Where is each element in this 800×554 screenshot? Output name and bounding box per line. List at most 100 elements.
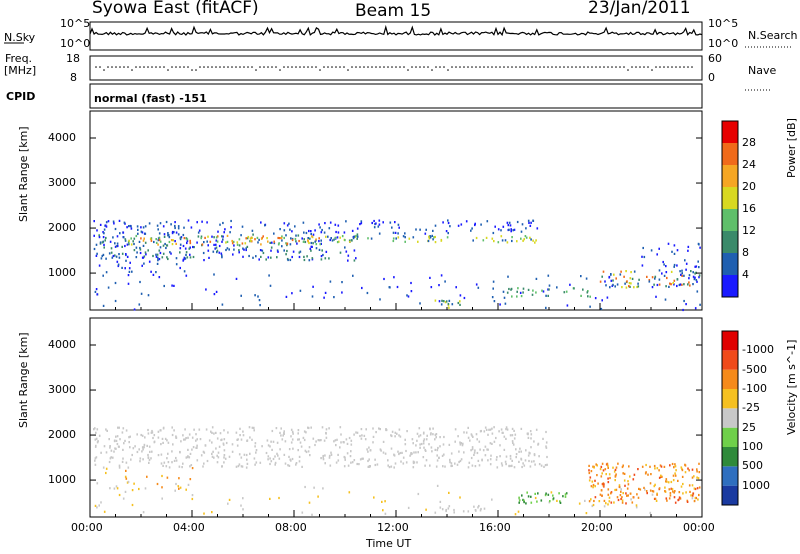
range-gate-cell: [500, 229, 502, 232]
range-gate-cell: [608, 496, 611, 499]
range-gate-cell: [318, 223, 320, 226]
range-gate-cell: [521, 494, 523, 497]
range-gate-cell: [382, 509, 384, 512]
range-gate-cell: [478, 464, 481, 467]
range-gate-cell: [241, 225, 244, 228]
range-gate-cell: [311, 295, 314, 298]
colorbar-segment: [722, 187, 738, 209]
range-gate-cell: [213, 456, 215, 459]
range-gate-cell: [145, 253, 147, 256]
range-gate-cell: [95, 431, 97, 434]
range-gate-cell: [474, 449, 476, 452]
freq-dot: [323, 66, 325, 68]
range-gate-cell: [215, 243, 217, 246]
range-gate-cell: [699, 303, 701, 306]
range-gate-cell: [367, 237, 369, 240]
range-gate-cell: [334, 439, 337, 442]
range-gate-cell: [116, 235, 119, 238]
range-gate-cell: [198, 428, 201, 431]
range-gate-cell: [305, 450, 308, 454]
range-gate-cell: [254, 294, 256, 297]
range-gate-cell: [318, 439, 321, 442]
range-gate-cell: [681, 283, 683, 286]
range-gate-cell: [285, 234, 287, 237]
range-gate-cell: [410, 281, 412, 285]
range-gate-cell: [393, 276, 395, 279]
range-gate-cell: [675, 469, 677, 472]
range-gate-cell: [330, 237, 332, 240]
colorbar-tick-label: 24: [742, 158, 756, 171]
range-gate-cell: [281, 235, 283, 238]
range-gate-cell: [202, 251, 205, 255]
range-gate-cell: [185, 488, 187, 491]
freq-dot: [371, 66, 373, 68]
range-gate-cell: [602, 469, 605, 472]
freq-dot: [235, 66, 237, 68]
range-gate-cell: [398, 452, 400, 456]
range-gate-cell: [596, 464, 598, 467]
range-gate-cell: [662, 260, 664, 264]
range-gate-cell: [105, 467, 108, 470]
freq-dot: [159, 66, 161, 68]
range-gate-cell: [432, 427, 434, 430]
range-gate-cell: [530, 501, 533, 504]
range-gate-cell: [246, 458, 248, 461]
nsearch-tick-high: 10^5: [708, 17, 739, 30]
range-gate-cell: [128, 441, 130, 444]
freq-dot: [359, 66, 361, 68]
range-gate-cell: [116, 242, 119, 245]
range-gate-cell: [122, 236, 125, 239]
range-gate-cell: [548, 284, 551, 287]
range-gate-cell: [124, 439, 126, 442]
freq-dot: [255, 69, 257, 71]
range-gate-cell: [260, 221, 262, 224]
range-gate-cell: [633, 286, 635, 289]
range-gate-cell: [251, 236, 253, 239]
range-gate-cell: [255, 451, 257, 454]
range-gate-cell: [311, 257, 314, 260]
range-gate-cell: [346, 442, 349, 445]
range-gate-cell: [587, 290, 589, 293]
range-gate-cell: [295, 234, 297, 237]
range-gate-cell: [328, 227, 331, 230]
x-axis-label: Time UT: [366, 537, 412, 550]
range-gate-cell: [345, 438, 348, 441]
range-gate-cell: [202, 465, 204, 468]
range-gate-cell: [666, 480, 668, 483]
range-gate-cell: [412, 460, 415, 463]
range-gate-cell: [307, 239, 309, 242]
range-gate-cell: [174, 224, 176, 228]
range-gate-cell: [280, 427, 282, 430]
range-gate-cell: [596, 474, 598, 477]
range-gate-cell: [135, 234, 138, 238]
range-gate-cell: [266, 237, 268, 240]
range-gate-cell: [671, 488, 674, 491]
range-gate-cell: [506, 428, 509, 431]
range-gate-cell: [691, 476, 694, 479]
range-gate-cell: [501, 464, 504, 467]
range-gate-cell: [678, 496, 681, 499]
range-gate-cell: [311, 245, 313, 248]
range-gate-cell: [668, 488, 671, 491]
range-gate-cell: [171, 426, 173, 429]
range-gate-cell: [193, 246, 195, 249]
range-gate-cell: [114, 281, 117, 285]
range-gate-cell: [689, 490, 691, 493]
freq-dot: [587, 66, 589, 68]
freq-dot: [463, 66, 465, 68]
range-gate-cell: [236, 243, 239, 246]
range-gate-cell: [538, 455, 540, 458]
range-gate-cell: [677, 499, 679, 502]
range-gate-cell: [594, 297, 597, 300]
range-gate-cell: [132, 240, 134, 243]
freq-dot: [119, 66, 121, 68]
range-gate-cell: [335, 444, 337, 447]
range-gate-cell: [277, 236, 279, 240]
range-gate-cell: [288, 455, 290, 458]
range-gate-cell: [489, 428, 492, 431]
freq-dot: [171, 66, 173, 68]
range-gate-cell: [96, 428, 99, 431]
range-gate-cell: [107, 286, 110, 289]
range-gate-cell: [454, 462, 456, 465]
range-gate-cell: [390, 447, 393, 450]
